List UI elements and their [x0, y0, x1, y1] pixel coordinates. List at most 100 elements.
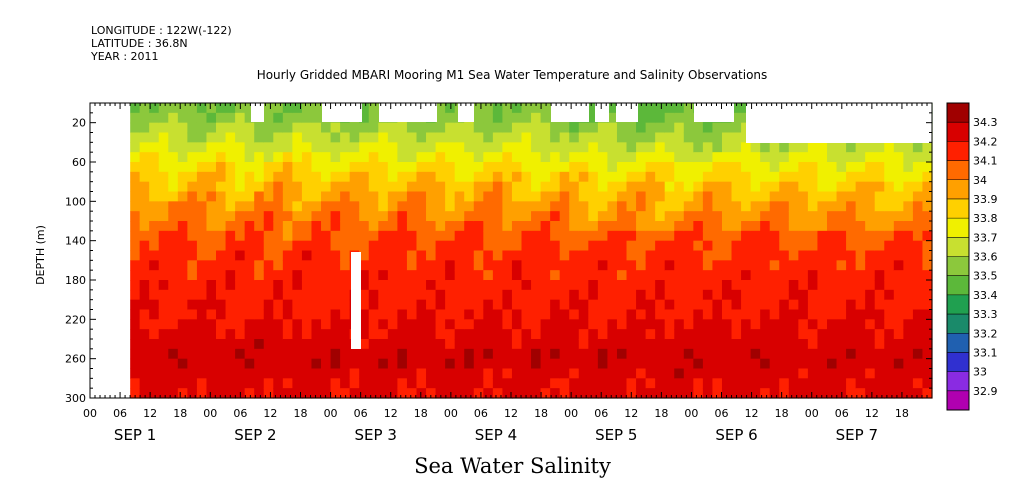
heatmap-cell	[473, 289, 484, 301]
heatmap-cell	[626, 201, 637, 212]
heatmap-cell	[502, 358, 513, 370]
heatmap-cell	[177, 103, 188, 114]
missing-data-mask	[694, 103, 734, 122]
heatmap-cell	[550, 299, 561, 311]
heatmap-cell	[273, 250, 284, 261]
heatmap-cell	[492, 388, 504, 399]
heatmap-cell	[721, 171, 733, 183]
heatmap-cell	[216, 289, 227, 301]
heatmap-cell	[846, 368, 857, 379]
heatmap-cell	[550, 289, 561, 301]
colorbar-label: 33.7	[973, 231, 998, 244]
heatmap-cell	[445, 250, 456, 261]
heatmap-cell	[235, 240, 246, 252]
heatmap-cell	[359, 270, 370, 281]
heatmap-cell	[321, 358, 332, 370]
heatmap-cell	[922, 329, 933, 340]
heatmap-cell	[874, 309, 885, 320]
heatmap-cell	[263, 191, 274, 202]
heatmap-cell	[235, 260, 246, 271]
heatmap-cell	[721, 280, 733, 291]
heatmap-cell	[912, 181, 924, 193]
heatmap-cell	[664, 103, 675, 114]
heatmap-cell	[130, 378, 141, 389]
heatmap-cell	[139, 250, 150, 261]
colorbar-label: 33.8	[973, 212, 998, 225]
heatmap-cell	[769, 191, 780, 202]
heatmap-cell	[597, 191, 609, 202]
heatmap-cell	[483, 309, 494, 320]
heatmap-cell	[779, 142, 790, 153]
heatmap-cell	[349, 230, 360, 242]
heatmap-cell	[139, 230, 150, 242]
heatmap-cell	[540, 152, 551, 163]
heatmap-cell	[760, 358, 771, 370]
heatmap-cell	[445, 329, 456, 340]
heatmap-cell	[569, 260, 580, 271]
heatmap-cell	[893, 162, 904, 173]
heatmap-cell	[912, 260, 924, 271]
heatmap-cell	[788, 378, 799, 389]
heatmap-cell	[655, 299, 666, 311]
heatmap-cell	[721, 319, 733, 330]
heatmap-cell	[330, 171, 341, 183]
heatmap-cell	[206, 378, 217, 389]
heatmap-cell	[177, 240, 188, 252]
heatmap-cell	[187, 358, 198, 370]
heatmap-cell	[387, 122, 398, 134]
heatmap-cell	[149, 250, 160, 261]
heatmap-cell	[225, 132, 236, 143]
heatmap-cell	[340, 378, 351, 389]
heatmap-cell	[550, 388, 561, 399]
heatmap-cell	[378, 260, 389, 271]
heatmap-cell	[273, 309, 284, 320]
heatmap-cell	[607, 388, 618, 399]
heatmap-cell	[244, 240, 255, 252]
heatmap-cell	[130, 201, 141, 212]
heatmap-cell	[149, 201, 160, 212]
heatmap-cell	[807, 358, 819, 370]
heatmap-cell	[483, 152, 494, 163]
heatmap-cell	[588, 240, 599, 252]
x-hour-label: 12	[143, 407, 157, 420]
heatmap-cell	[865, 329, 876, 340]
heatmap-cell	[626, 240, 637, 252]
heatmap-cell	[177, 289, 188, 301]
heatmap-cell	[607, 103, 618, 114]
heatmap-cell	[292, 171, 303, 183]
heatmap-cell	[254, 171, 265, 183]
heatmap-cell	[187, 142, 198, 153]
heatmap-cell	[874, 280, 885, 291]
heatmap-cell	[702, 299, 714, 311]
x-hour-label: 12	[504, 407, 518, 420]
heatmap-cell	[206, 171, 217, 183]
heatmap-cell	[435, 103, 446, 114]
heatmap-cell	[588, 181, 599, 193]
heatmap-cell	[521, 103, 532, 114]
heatmap-cell	[855, 211, 866, 222]
heatmap-cell	[760, 309, 771, 320]
heatmap-cell	[177, 348, 188, 360]
heatmap-cell	[149, 289, 160, 301]
heatmap-cell	[292, 191, 303, 202]
heatmap-cell	[893, 201, 904, 212]
heatmap-cell	[645, 132, 656, 143]
heatmap-cell	[301, 191, 313, 202]
heatmap-cell	[846, 211, 857, 222]
heatmap-cell	[855, 260, 866, 271]
heatmap-cell	[597, 260, 609, 271]
heatmap-cell	[893, 240, 904, 252]
heatmap-cell	[817, 388, 828, 399]
heatmap-cell	[846, 319, 857, 330]
heatmap-cell	[492, 260, 504, 271]
heatmap-cell	[464, 132, 475, 143]
heatmap-cell	[636, 211, 647, 222]
heatmap-cell	[235, 162, 246, 173]
heatmap-cell	[636, 103, 647, 114]
heatmap-cell	[426, 191, 437, 202]
heatmap-cell	[301, 103, 313, 114]
heatmap-cell	[397, 378, 408, 389]
heatmap-cell	[645, 230, 656, 242]
heatmap-cell	[769, 378, 780, 389]
